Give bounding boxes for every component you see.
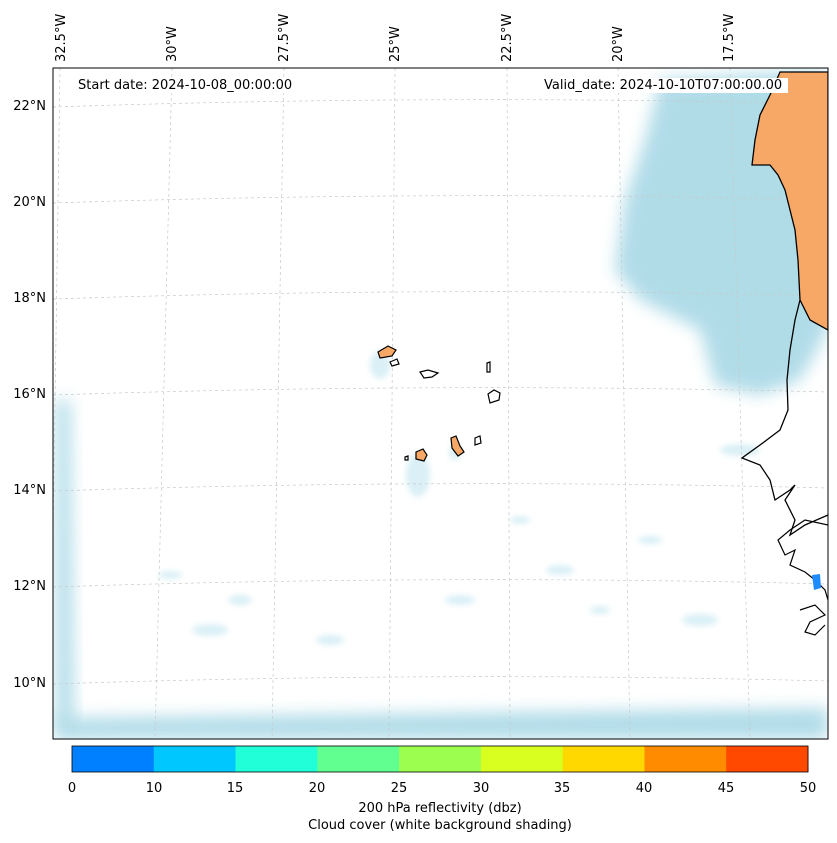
island-sao-nicolau	[419, 369, 440, 379]
island-santo-antao	[377, 345, 397, 359]
lat-label: 18°N	[13, 291, 46, 306]
gridline-lon-30	[154, 68, 173, 739]
lon-label: 22.5°W	[500, 13, 515, 62]
cloud-patch	[445, 595, 475, 605]
cloud-patch	[406, 453, 430, 497]
gridline-lat-18	[53, 291, 828, 300]
island-brava	[404, 455, 409, 461]
colorbar	[72, 746, 809, 772]
lon-label: 17.5°W	[722, 13, 737, 62]
colorbar-segment	[644, 746, 727, 772]
land-africa-northwest	[751, 71, 828, 331]
lat-label: 16°N	[13, 387, 46, 402]
lon-label: 20°W	[611, 26, 626, 62]
valid-date-label: Valid_date: 2024-10-10T07:00:00.00	[538, 78, 789, 93]
island-santiago	[450, 435, 465, 457]
gridline-lat-22	[53, 99, 828, 108]
lon-label: 32.5°W	[54, 13, 69, 62]
cloud-patch	[316, 635, 344, 645]
cloud-patch	[228, 595, 252, 605]
colorbar-segment	[235, 746, 318, 772]
gridline-lat-12	[53, 579, 828, 588]
lat-label: 14°N	[13, 483, 46, 498]
reflectivity-spot	[812, 574, 821, 590]
colorbar-segment	[480, 746, 564, 772]
graticule	[53, 68, 828, 739]
lat-label: 12°N	[13, 579, 46, 594]
colorbar-tick: 15	[226, 781, 244, 796]
cloud-band-south	[55, 708, 828, 739]
colorbar-segment	[399, 746, 482, 772]
cloud-patch	[192, 624, 228, 636]
lat-label: 22°N	[13, 99, 46, 114]
colorbar-segment	[562, 746, 645, 772]
gridline-lat-20	[53, 195, 828, 204]
colorbar-segment	[153, 746, 237, 772]
colorbar-tick: 25	[390, 781, 408, 796]
coastline-africa	[740, 299, 828, 537]
lon-label: 27.5°W	[277, 13, 292, 62]
cloud-patch	[638, 536, 662, 544]
colorbar-tick: 0	[67, 781, 77, 796]
colorbar-tick: 50	[799, 781, 817, 796]
start-date-label: Start date: 2024-10-08_00:00:00	[72, 78, 299, 93]
colorbar-segment	[317, 746, 400, 772]
cloud-patch	[370, 351, 390, 379]
colorbar-segment	[72, 746, 155, 772]
lat-label: 20°N	[13, 195, 46, 210]
island-sao-vicente	[389, 358, 400, 367]
map-frame	[52, 67, 829, 740]
gridline-lon-20	[617, 68, 631, 739]
cloud-patch	[546, 565, 574, 575]
gridline-lat-10	[53, 676, 828, 685]
colorbar-tick: 10	[145, 781, 163, 796]
cloud-patch	[158, 571, 182, 579]
lon-label: 25°W	[388, 26, 403, 62]
colorbar-frame	[71, 745, 809, 773]
colorbar-tick: 40	[635, 781, 653, 796]
cloud-patch	[510, 516, 530, 524]
colorbar-tick: 20	[308, 781, 326, 796]
island-sal	[486, 361, 491, 373]
colorbar-tick: 30	[472, 781, 490, 796]
island-maio	[474, 435, 482, 446]
gridline-lon-22.5	[506, 68, 511, 739]
colorbar-label: 200 hPa reflectivity (dbz)	[358, 801, 522, 816]
coastline-guinea-islands	[799, 604, 827, 636]
colorbar-sublabel: Cloud cover (white background shading)	[308, 818, 572, 833]
cloud-patch	[590, 606, 610, 614]
lat-label: 10°N	[13, 676, 46, 691]
lon-label: 30°W	[165, 26, 180, 62]
colorbar-tick: 35	[553, 781, 571, 796]
colorbar-segment	[726, 746, 809, 772]
island-fogo	[415, 448, 428, 462]
cloud-patch	[682, 614, 718, 626]
gridline-lat-14	[53, 483, 828, 492]
island-boa-vista	[487, 389, 501, 404]
gridline-lon-17.5	[729, 68, 751, 739]
gridline-lon-27.5	[271, 68, 285, 739]
gridline-lat-16	[53, 387, 828, 396]
cloud-band-west	[56, 400, 74, 730]
gridline-lon-25	[388, 68, 396, 739]
colorbar-tick: 45	[717, 781, 735, 796]
